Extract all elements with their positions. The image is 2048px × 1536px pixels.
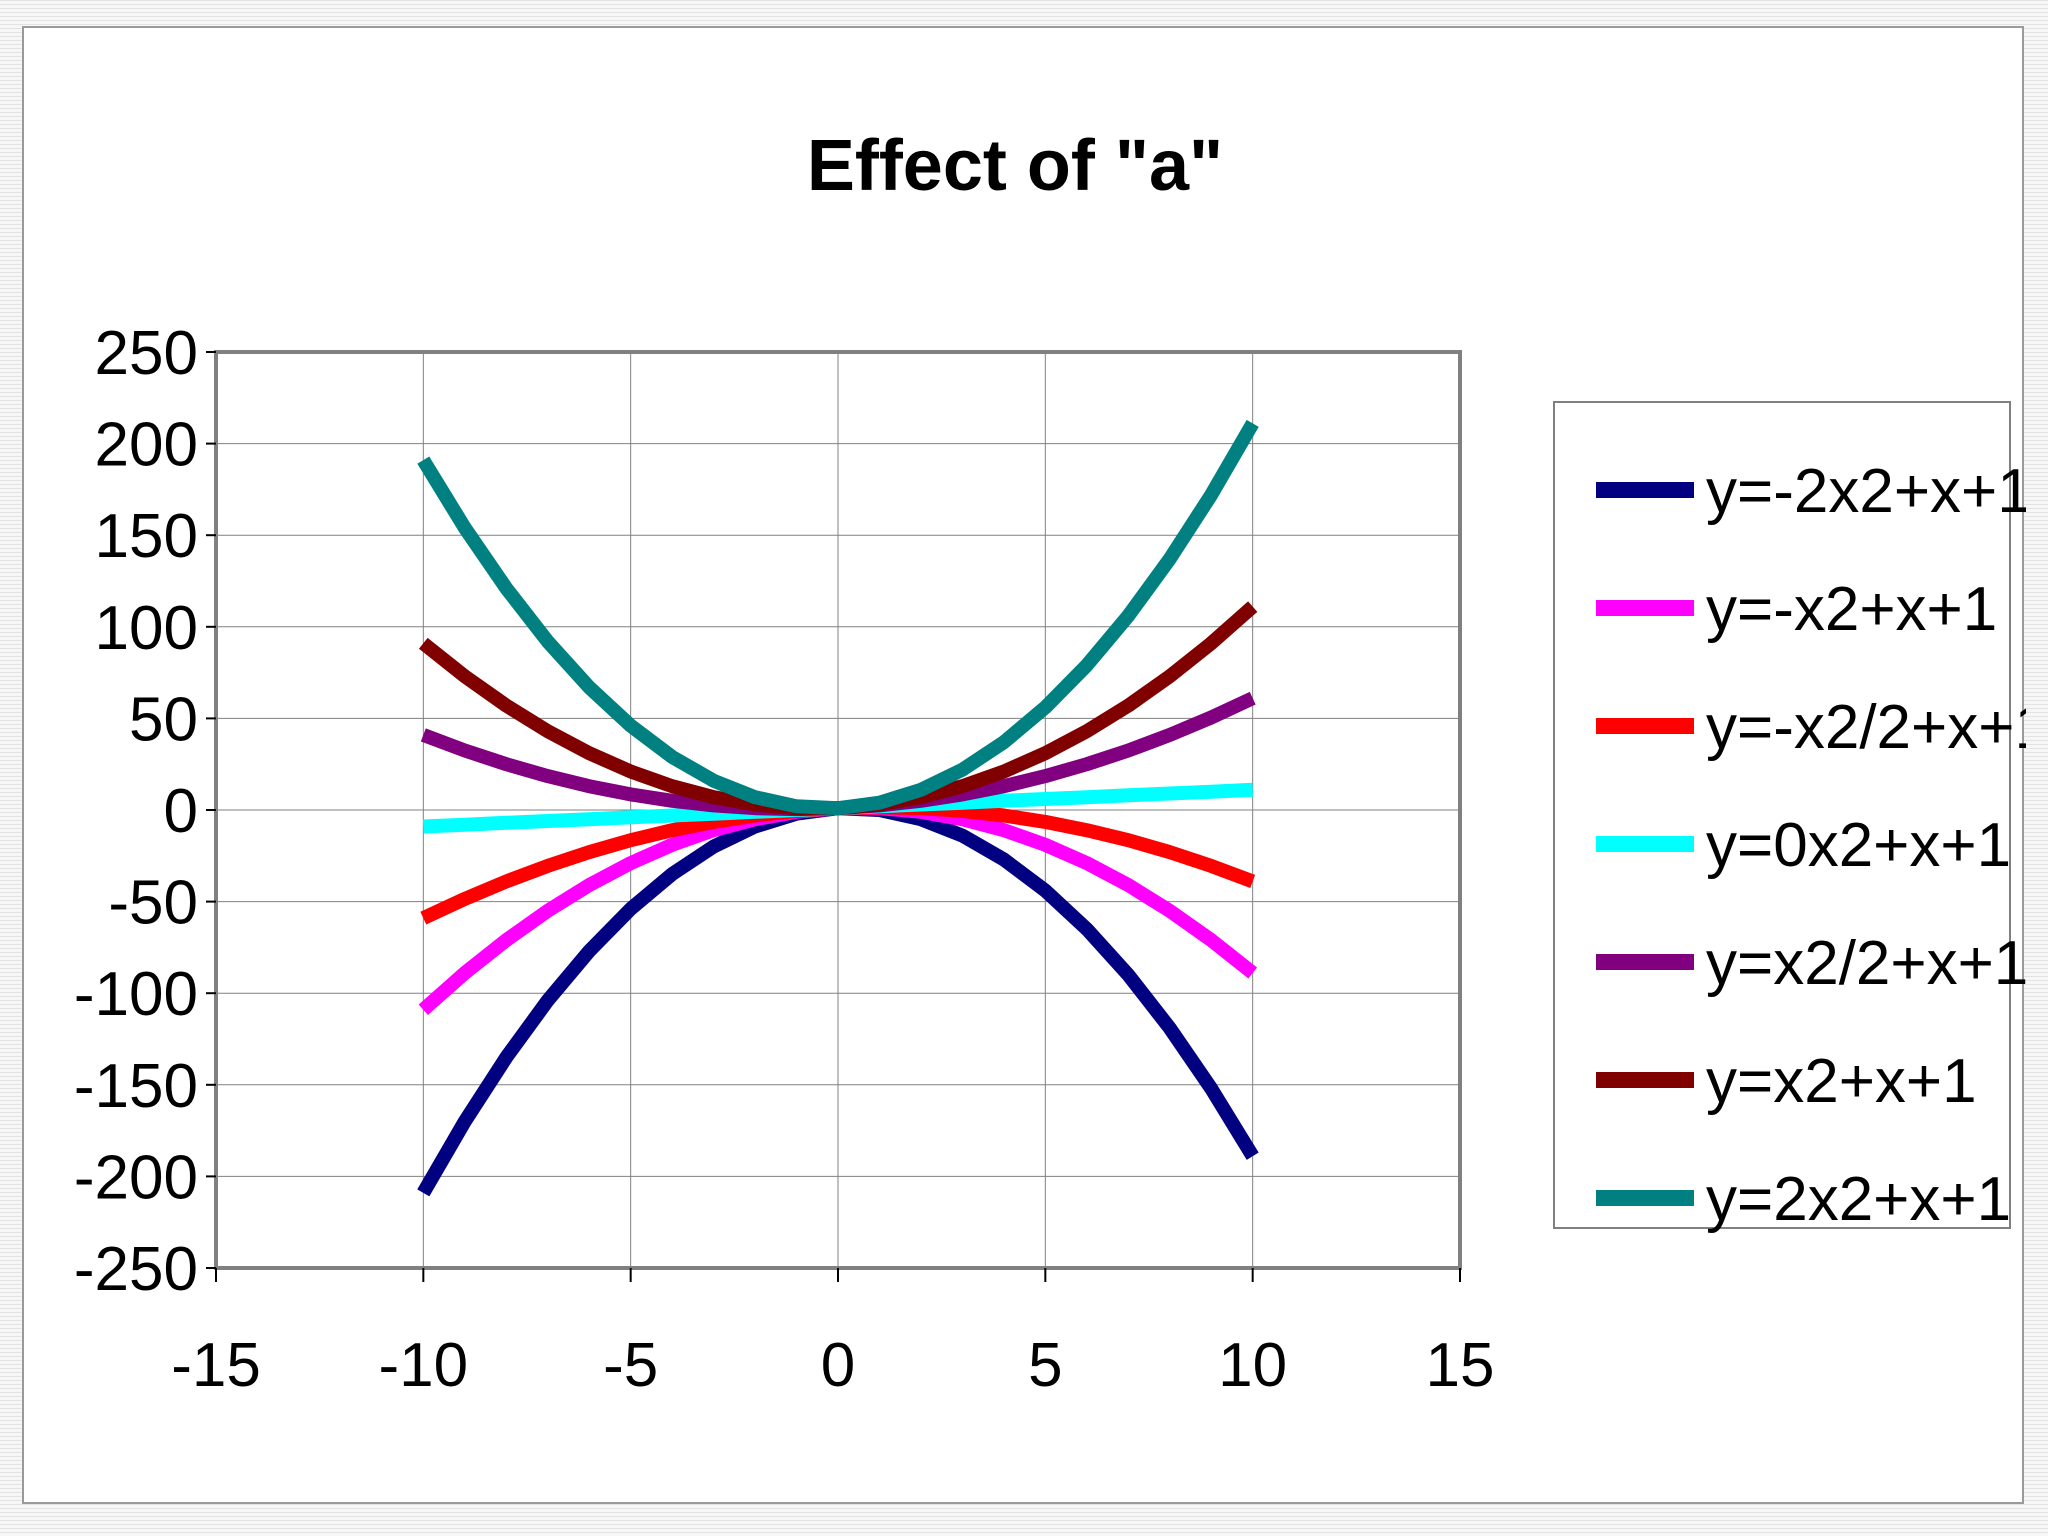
y-tick-label: -250 xyxy=(74,1235,198,1304)
grid-lines xyxy=(216,352,1460,1268)
legend-item: y=2x2+x+1 xyxy=(1596,1165,2011,1234)
legend-item: y=-x2/2+x+1 xyxy=(1596,693,2026,762)
series-line xyxy=(417,419,1259,816)
legend-label: y=-x2/2+x+1 xyxy=(1706,693,2026,762)
y-tick-label: 250 xyxy=(95,319,198,388)
x-tick-label: -5 xyxy=(603,1331,658,1400)
line-chart: Effect of "a" 250200150100500-50-100-150… xyxy=(74,126,2026,1400)
x-tick-label: 10 xyxy=(1218,1331,1287,1400)
legend: y=-2x2+x+1 y=-x2+x+1 y=-x2/2+x+1 y=0x2+x+1 y… xyxy=(1553,401,2026,1234)
legend-item: y=-x2+x+1 xyxy=(1596,575,1997,644)
y-tick-label: -150 xyxy=(74,1052,198,1121)
y-tick-label: 0 xyxy=(164,777,198,846)
legend-item: y=0x2+x+1 xyxy=(1596,811,2011,880)
legend-label: y=0x2+x+1 xyxy=(1706,811,2011,880)
legend-box xyxy=(1553,401,2011,1229)
legend-label: y=x2/2+x+1 xyxy=(1706,929,2026,998)
legend-item: y=x2/2+x+1 xyxy=(1596,929,2026,998)
y-tick-label: -200 xyxy=(74,1143,198,1212)
axes xyxy=(206,351,1461,1282)
x-tick-label: -10 xyxy=(379,1331,469,1400)
legend-label: y=-2x2+x+1 xyxy=(1706,457,2026,526)
x-tick-label: 0 xyxy=(821,1331,855,1400)
y-tick-label: 150 xyxy=(95,502,198,571)
legend-item: y=x2+x+1 xyxy=(1596,1047,1977,1116)
y-tick-label: 100 xyxy=(95,594,198,663)
legend-label: y=2x2+x+1 xyxy=(1706,1165,2011,1234)
slide-panel: Effect of "a" 250 200 150 100 50 0 -50 -100 -150… xyxy=(22,26,2026,1504)
y-tick-label: 50 xyxy=(129,685,198,754)
legend-item: y=-2x2+x+1 xyxy=(1596,457,2026,526)
x-tick-label: 5 xyxy=(1028,1331,1062,1400)
y-tick-label: -100 xyxy=(74,960,198,1029)
legend-label: y=x2+x+1 xyxy=(1706,1047,1977,1116)
series-lines xyxy=(417,419,1259,1197)
x-tick-label: -15 xyxy=(171,1331,261,1400)
y-tick-label: -50 xyxy=(108,869,198,938)
legend-label: y=-x2+x+1 xyxy=(1706,575,1997,644)
x-tick-label: 15 xyxy=(1426,1331,1495,1400)
chart-title: Effect of "a" xyxy=(807,126,1223,206)
y-tick-label: 200 xyxy=(95,411,198,480)
